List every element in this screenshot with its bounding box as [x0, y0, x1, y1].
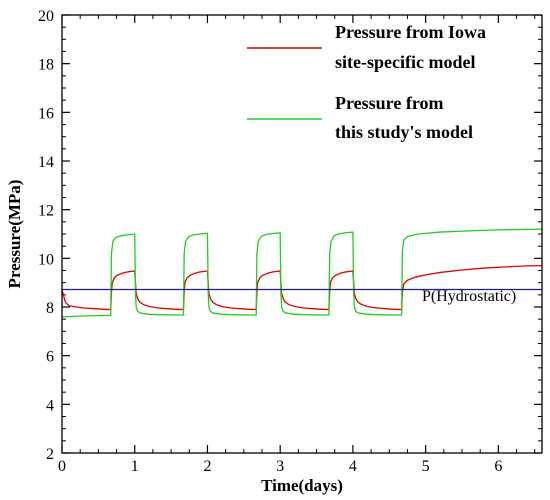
- y-tick-label: 16: [38, 105, 54, 122]
- x-tick-label: 6: [494, 458, 502, 475]
- x-tick-label: 2: [203, 458, 211, 475]
- axis-ticks: [61, 14, 542, 454]
- legend-label-1: Pressure from this study's model: [335, 93, 473, 142]
- x-tick-label: 4: [349, 458, 357, 475]
- x-tick-label: 0: [58, 458, 66, 475]
- annotation-hydrostatic: P(Hydrostatic): [422, 288, 516, 305]
- y-tick-label: 6: [46, 349, 54, 366]
- y-tick-label: 12: [38, 203, 54, 220]
- series-line-1: [62, 228, 543, 318]
- y-tick-label: 8: [46, 300, 54, 317]
- x-tick-label: 3: [276, 458, 284, 475]
- y-tick-label: 14: [38, 154, 54, 171]
- y-tick-label: 10: [38, 251, 54, 268]
- y-tick-label: 20: [38, 8, 54, 25]
- x-axis-title: Time(days): [261, 476, 343, 495]
- x-tick-label: 5: [422, 458, 430, 475]
- y-tick-label: 4: [46, 397, 54, 414]
- legend: Pressure from Iowa site-specific model Pre…: [247, 22, 486, 142]
- annotations: P(Hydrostatic): [422, 288, 516, 305]
- x-tick-label: 1: [131, 458, 139, 475]
- y-axis-title: Pressure(MPa): [5, 180, 24, 289]
- legend-label-0: Pressure from Iowa site-specific model: [335, 22, 486, 72]
- y-tick-label: 2: [46, 446, 54, 463]
- plot-lines: [61, 228, 543, 318]
- y-tick-label: 18: [38, 57, 54, 74]
- plot-frame: [61, 14, 543, 454]
